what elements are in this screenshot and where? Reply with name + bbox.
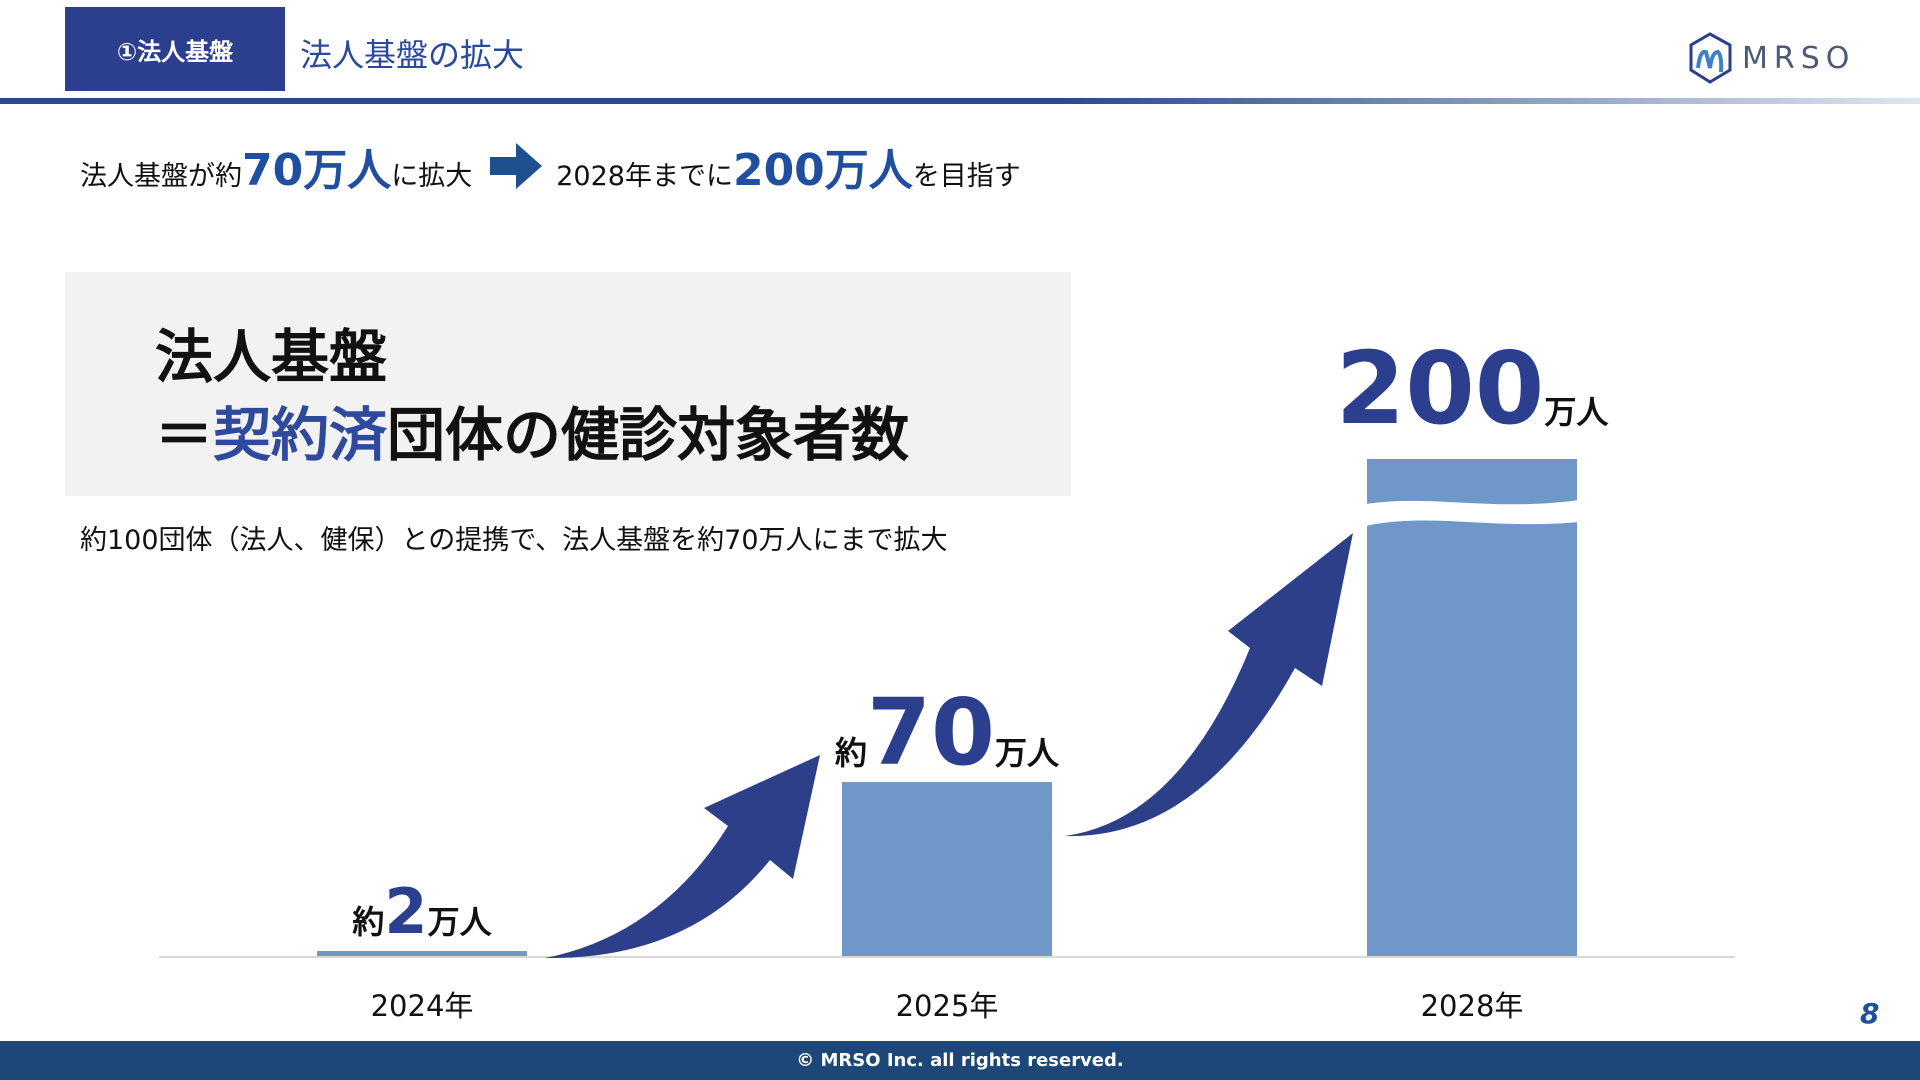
logo: MRSO [1689, 32, 1855, 84]
logo-mark [1696, 49, 1724, 73]
data-label: 約2万人 [352, 875, 492, 948]
value-unit: 万人 [428, 903, 493, 941]
text: 法人基盤が約 [80, 161, 242, 192]
emphasis-text: 70万人 [242, 145, 392, 196]
text: 2028年までに [556, 161, 733, 192]
bar [317, 951, 527, 956]
value-prefix: 約 [352, 903, 384, 941]
bar [842, 782, 1052, 956]
emphasis-text: 契約済 [213, 401, 388, 469]
footer: © MRSO Inc. all rights reserved. [0, 1041, 1920, 1080]
data-label: 約70万人 [835, 679, 1060, 786]
section-tag: ①法人基盤 [65, 7, 285, 91]
headline-after: 2028年までに200万人を目指す [556, 134, 1021, 198]
value-unit: 万人 [995, 734, 1060, 772]
definition-line2: ＝契約済団体の健診対象者数 [155, 388, 909, 472]
header-rule [0, 98, 1920, 104]
text: に拡大 [391, 161, 473, 192]
growth-arrow [545, 755, 820, 959]
note: 約100団体（法人、健保）との提携で、法人基盤を約70万人にまで拡大 [80, 525, 948, 556]
value-number: 2 [384, 875, 427, 948]
value-number: 70 [867, 679, 995, 786]
definition-box [65, 272, 1071, 496]
x-tick-label: 2028年 [1421, 989, 1524, 1023]
headline-before: 法人基盤が約70万人に拡大 [80, 134, 472, 198]
x-tick-label: 2024年 [371, 989, 474, 1023]
value-prefix: 約 [835, 734, 867, 772]
text: を目指す [912, 161, 1021, 192]
value-number: 200 [1336, 330, 1545, 447]
headline: 法人基盤が約70万人に拡大 2028年までに200万人を目指す [80, 134, 1021, 198]
text: ＝ [155, 401, 214, 469]
value-unit: 万人 [1544, 393, 1609, 431]
x-tick-label: 2025年 [896, 989, 999, 1023]
page-number: 8 [1860, 997, 1880, 1030]
definition-line1: 法人基盤 [155, 323, 388, 391]
data-label: 200万人 [1336, 330, 1610, 447]
emphasis-text: 200万人 [732, 145, 913, 196]
axis-break [1365, 500, 1579, 526]
growth-arrow [1065, 533, 1353, 837]
logo-hex [1689, 32, 1732, 84]
logo-text: MRSO [1742, 41, 1855, 76]
text: 団体の健診対象者数 [387, 401, 910, 469]
bar [1367, 459, 1577, 956]
slide-title: 法人基盤の拡大 [300, 36, 525, 74]
headline-arrow [490, 143, 543, 189]
